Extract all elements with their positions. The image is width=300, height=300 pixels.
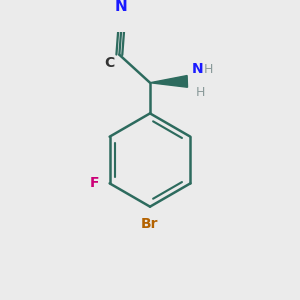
Text: N: N bbox=[191, 61, 203, 76]
Text: Br: Br bbox=[141, 217, 159, 231]
Text: C: C bbox=[104, 56, 114, 70]
Text: H: H bbox=[204, 62, 214, 76]
Polygon shape bbox=[150, 76, 188, 87]
Text: N: N bbox=[114, 0, 127, 14]
Text: H: H bbox=[195, 86, 205, 99]
Text: F: F bbox=[90, 176, 100, 190]
